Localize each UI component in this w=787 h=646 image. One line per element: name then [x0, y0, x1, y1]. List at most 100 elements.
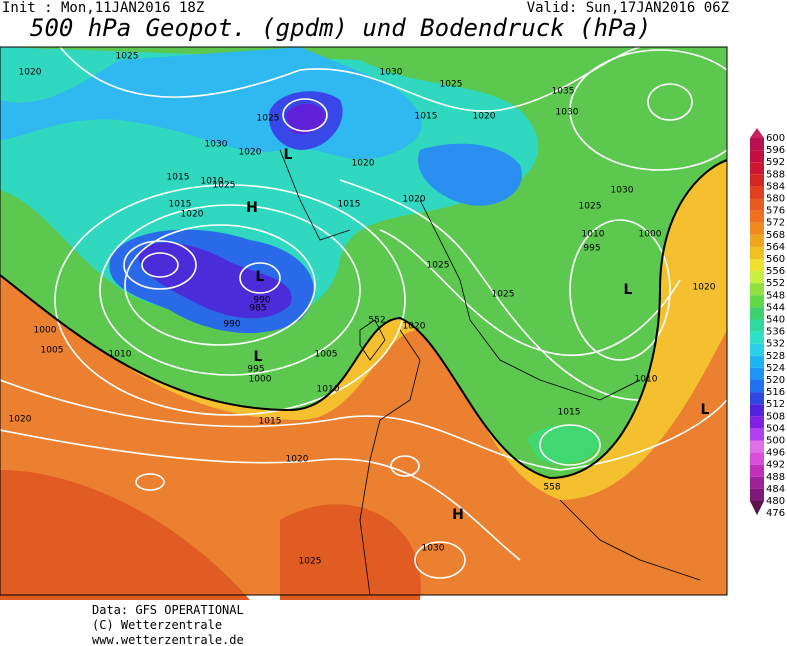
colorbar-cell [750, 464, 764, 477]
isobar-label: 1015 [558, 408, 581, 418]
colorbar-label: 488 [766, 472, 785, 483]
colorbar-label: 532 [766, 339, 785, 350]
isobar-label: 552 [368, 316, 385, 326]
isobar-label: 1005 [315, 350, 338, 360]
isobar-label: 1020 [286, 455, 309, 465]
colorbar-label: 512 [766, 399, 785, 410]
isobar-label: 1015 [415, 112, 438, 122]
colorbar-cell [750, 428, 764, 441]
colorbar-cell [750, 174, 764, 187]
colorbar-label: 504 [766, 423, 785, 434]
colorbar-cell [750, 138, 764, 151]
colorbar-label: 556 [766, 266, 785, 277]
colorbar-cell [750, 319, 764, 332]
colorbar-label: 540 [766, 315, 785, 326]
colorbar-label: 584 [766, 181, 785, 192]
isobar-label: 1020 [181, 210, 204, 220]
colorbar-cell [750, 198, 764, 211]
isobar-label: 1000 [249, 375, 272, 385]
isobar-label: 1020 [9, 415, 32, 425]
footer: Data: GFS OPERATIONAL (C) Wetterzentrale… [92, 603, 244, 646]
isobar-label: 1020 [352, 159, 375, 169]
colorbar-label: 568 [766, 230, 785, 241]
colorbar-cell [750, 271, 764, 284]
isobar-label: 1025 [257, 114, 280, 124]
map-frame [0, 46, 728, 596]
coastlines [279, 149, 701, 596]
isobar-label: 1030 [205, 140, 228, 150]
colorbar-cell [750, 246, 764, 259]
colorbar-label: 516 [766, 387, 785, 398]
pressure-center: L [701, 402, 710, 418]
isobar-label: 1020 [403, 195, 426, 205]
colorbar-cell [750, 259, 764, 272]
contour-552 [0, 159, 728, 480]
isobars [0, 46, 751, 579]
isobar-label: 1025 [492, 290, 515, 300]
isobar-label: 1010 [582, 230, 605, 240]
colorbar-label: 496 [766, 448, 785, 459]
colorbar-cell [750, 404, 764, 417]
colorbar-label: 592 [766, 157, 785, 168]
colorbar-label: 480 [766, 496, 785, 507]
isobar-label: 985 [249, 304, 266, 314]
colorbar-cell [750, 162, 764, 175]
colorbar-label: 552 [766, 278, 785, 289]
pressure-center: L [624, 282, 633, 298]
pressure-centers: H L L L L H L [246, 147, 709, 523]
colorbar-cell [750, 210, 764, 223]
colorbar-label: 580 [766, 194, 785, 205]
isobar-label: 995 [247, 365, 264, 375]
colorbar-label: 600 [766, 133, 785, 144]
colorbar-label: 528 [766, 351, 785, 362]
colorbar-cell [750, 150, 764, 163]
title: 500 hPa Geopot. (gpdm) und Bodendruck (h… [30, 14, 652, 42]
colorbar: 6005965925885845805765725685645605565525… [750, 128, 785, 519]
isobar-label: 1025 [116, 52, 139, 62]
isobar-label: 1015 [338, 200, 361, 210]
isobar-label: 1025 [440, 80, 463, 90]
isobar-label: 1015 [169, 200, 192, 210]
colorbar-cell [750, 416, 764, 429]
colorbar-label: 560 [766, 254, 785, 265]
colorbar-cell [750, 331, 764, 344]
isobar-label: 1000 [639, 230, 662, 240]
colorbar-cap [750, 128, 764, 138]
isobar-label: 1015 [167, 173, 190, 183]
footer-line: (C) Wetterzentrale [92, 618, 223, 632]
isobar-label: 1020 [19, 68, 42, 78]
isobar-label: 1025 [427, 261, 450, 271]
isobar-label: 558 [543, 483, 560, 493]
isobar-label: 1005 [41, 346, 64, 356]
colorbar-cell [750, 283, 764, 296]
colorbar-cell [750, 392, 764, 405]
colorbar-label: 520 [766, 375, 785, 386]
footer-line: www.wetterzentrale.de [92, 633, 244, 646]
isobar-label: 1020 [403, 322, 426, 332]
pressure-center: L [254, 349, 263, 365]
colorbar-label: 596 [766, 145, 785, 156]
pressure-center: H [246, 200, 258, 216]
colorbar-label: 548 [766, 290, 785, 301]
colorbar-cell [750, 186, 764, 199]
isobar-label: 1010 [635, 375, 658, 385]
colorbar-cell [750, 440, 764, 453]
colorbar-cell [750, 295, 764, 308]
footer-line: Data: GFS OPERATIONAL [92, 603, 244, 617]
pressure-center: L [284, 147, 293, 163]
isobar-label: 990 [253, 296, 270, 306]
colorbar-cap [750, 501, 764, 516]
isobar-label: 1020 [693, 283, 716, 293]
colorbar-cell [750, 222, 764, 235]
colorbar-cell [750, 307, 764, 320]
isobar-label: 1035 [552, 87, 575, 97]
isobar-label: 1030 [556, 108, 579, 118]
colorbar-cell [750, 343, 764, 356]
isobar-label: 990 [223, 320, 240, 330]
colorbar-label: 500 [766, 436, 785, 447]
colorbar-cell [750, 452, 764, 465]
isobar-label: 1015 [259, 417, 282, 427]
colorbar-cell [750, 488, 764, 501]
colorbar-label: 544 [766, 302, 785, 313]
